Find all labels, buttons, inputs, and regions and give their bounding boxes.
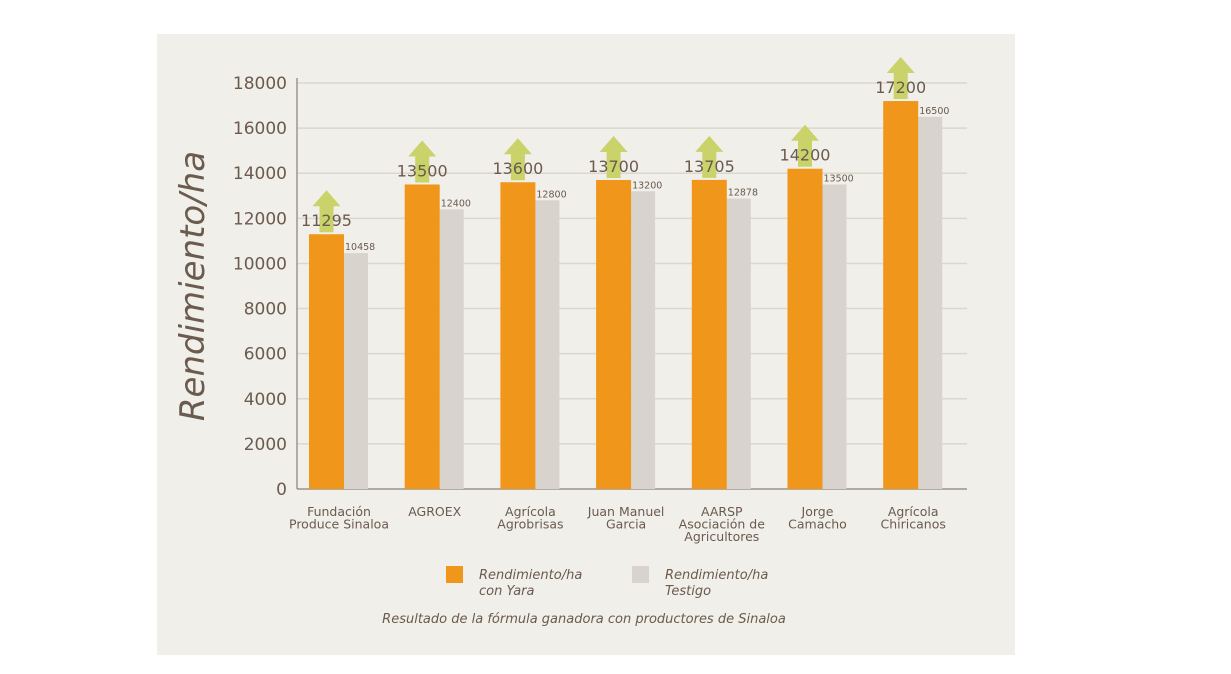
bar-testigo — [918, 116, 943, 489]
legend-label: con Yara — [479, 584, 535, 599]
bar-testigo — [535, 200, 560, 490]
legend-label: Rendimiento/ha — [479, 568, 582, 583]
bar-yara — [404, 184, 440, 489]
data-label-testigo: 12878 — [728, 188, 758, 199]
x-tick-label: Agricultores — [684, 529, 759, 544]
up-arrow-icon — [886, 57, 915, 100]
legend-label: Rendimiento/ha — [665, 568, 768, 583]
up-arrow-icon — [695, 135, 724, 178]
chart-caption: Resultado de la fórmula ganadora con pro… — [382, 612, 786, 627]
data-label-testigo: 12400 — [441, 198, 471, 209]
legend-swatch — [632, 566, 649, 583]
y-tick-label: 2000 — [244, 435, 287, 455]
x-tick-label: Produce Sinaloa — [289, 517, 389, 532]
y-tick-label: 6000 — [244, 345, 287, 365]
up-arrow-icon — [599, 135, 628, 178]
data-label-yara: 13500 — [397, 162, 448, 181]
x-tick-label: Jorge — [801, 504, 834, 519]
bar-yara — [500, 182, 536, 489]
bar-testigo — [344, 253, 368, 489]
x-tick-label: Chiricanos — [881, 517, 946, 532]
y-tick-label: 0 — [276, 480, 287, 500]
y-tick-label: 16000 — [233, 119, 287, 139]
x-tick-label: AARSP — [701, 504, 743, 519]
x-tick-label: Agrobrisas — [497, 517, 563, 532]
bar-testigo — [439, 209, 464, 490]
data-label-testigo: 13500 — [824, 174, 854, 185]
data-label-testigo: 12800 — [536, 189, 566, 200]
x-tick-label: Agrícola — [888, 504, 939, 519]
legend-swatch — [446, 566, 463, 583]
data-label-yara: 13600 — [492, 159, 543, 178]
up-arrow-icon — [408, 140, 437, 183]
x-tick-label: Fundación — [307, 504, 371, 519]
data-label-yara: 14200 — [780, 146, 831, 165]
bar-yara — [596, 179, 632, 489]
data-label-testigo: 10458 — [345, 242, 375, 253]
y-tick-label: 12000 — [233, 209, 287, 229]
bar-testigo — [631, 191, 656, 489]
data-label-yara: 11295 — [301, 211, 352, 230]
data-label-testigo: 13200 — [632, 180, 662, 191]
y-tick-label: 8000 — [244, 300, 287, 320]
bar-testigo — [726, 198, 751, 490]
data-label-yara: 17200 — [875, 78, 926, 97]
data-label-yara: 13705 — [684, 157, 735, 176]
x-tick-label: AGROEX — [408, 504, 461, 519]
bar-yara — [309, 234, 344, 489]
up-arrow-icon — [312, 190, 341, 233]
x-tick-label: Agrícola — [505, 504, 556, 519]
y-axis-title: Rendimiento/ha — [173, 151, 213, 421]
x-tick-label: Asociación de — [679, 517, 766, 532]
chart-panel — [157, 34, 1015, 655]
x-tick-label: Camacho — [788, 517, 847, 532]
data-label-yara: 13700 — [588, 157, 639, 176]
up-arrow-icon — [503, 138, 532, 181]
y-tick-label: 4000 — [244, 390, 287, 410]
bar-yara — [883, 101, 919, 490]
bar-yara — [787, 168, 823, 489]
data-label-testigo: 16500 — [919, 106, 949, 117]
y-tick-label: 10000 — [233, 254, 287, 274]
bar-yara — [691, 179, 727, 490]
bar-testigo — [822, 184, 847, 489]
x-tick-label: Juan Manuel — [587, 504, 665, 519]
legend-label: Testigo — [665, 584, 711, 599]
y-tick-label: 18000 — [233, 74, 287, 94]
up-arrow-icon — [791, 124, 819, 167]
y-tick-label: 14000 — [233, 164, 287, 184]
x-tick-label: Garcia — [606, 517, 646, 532]
